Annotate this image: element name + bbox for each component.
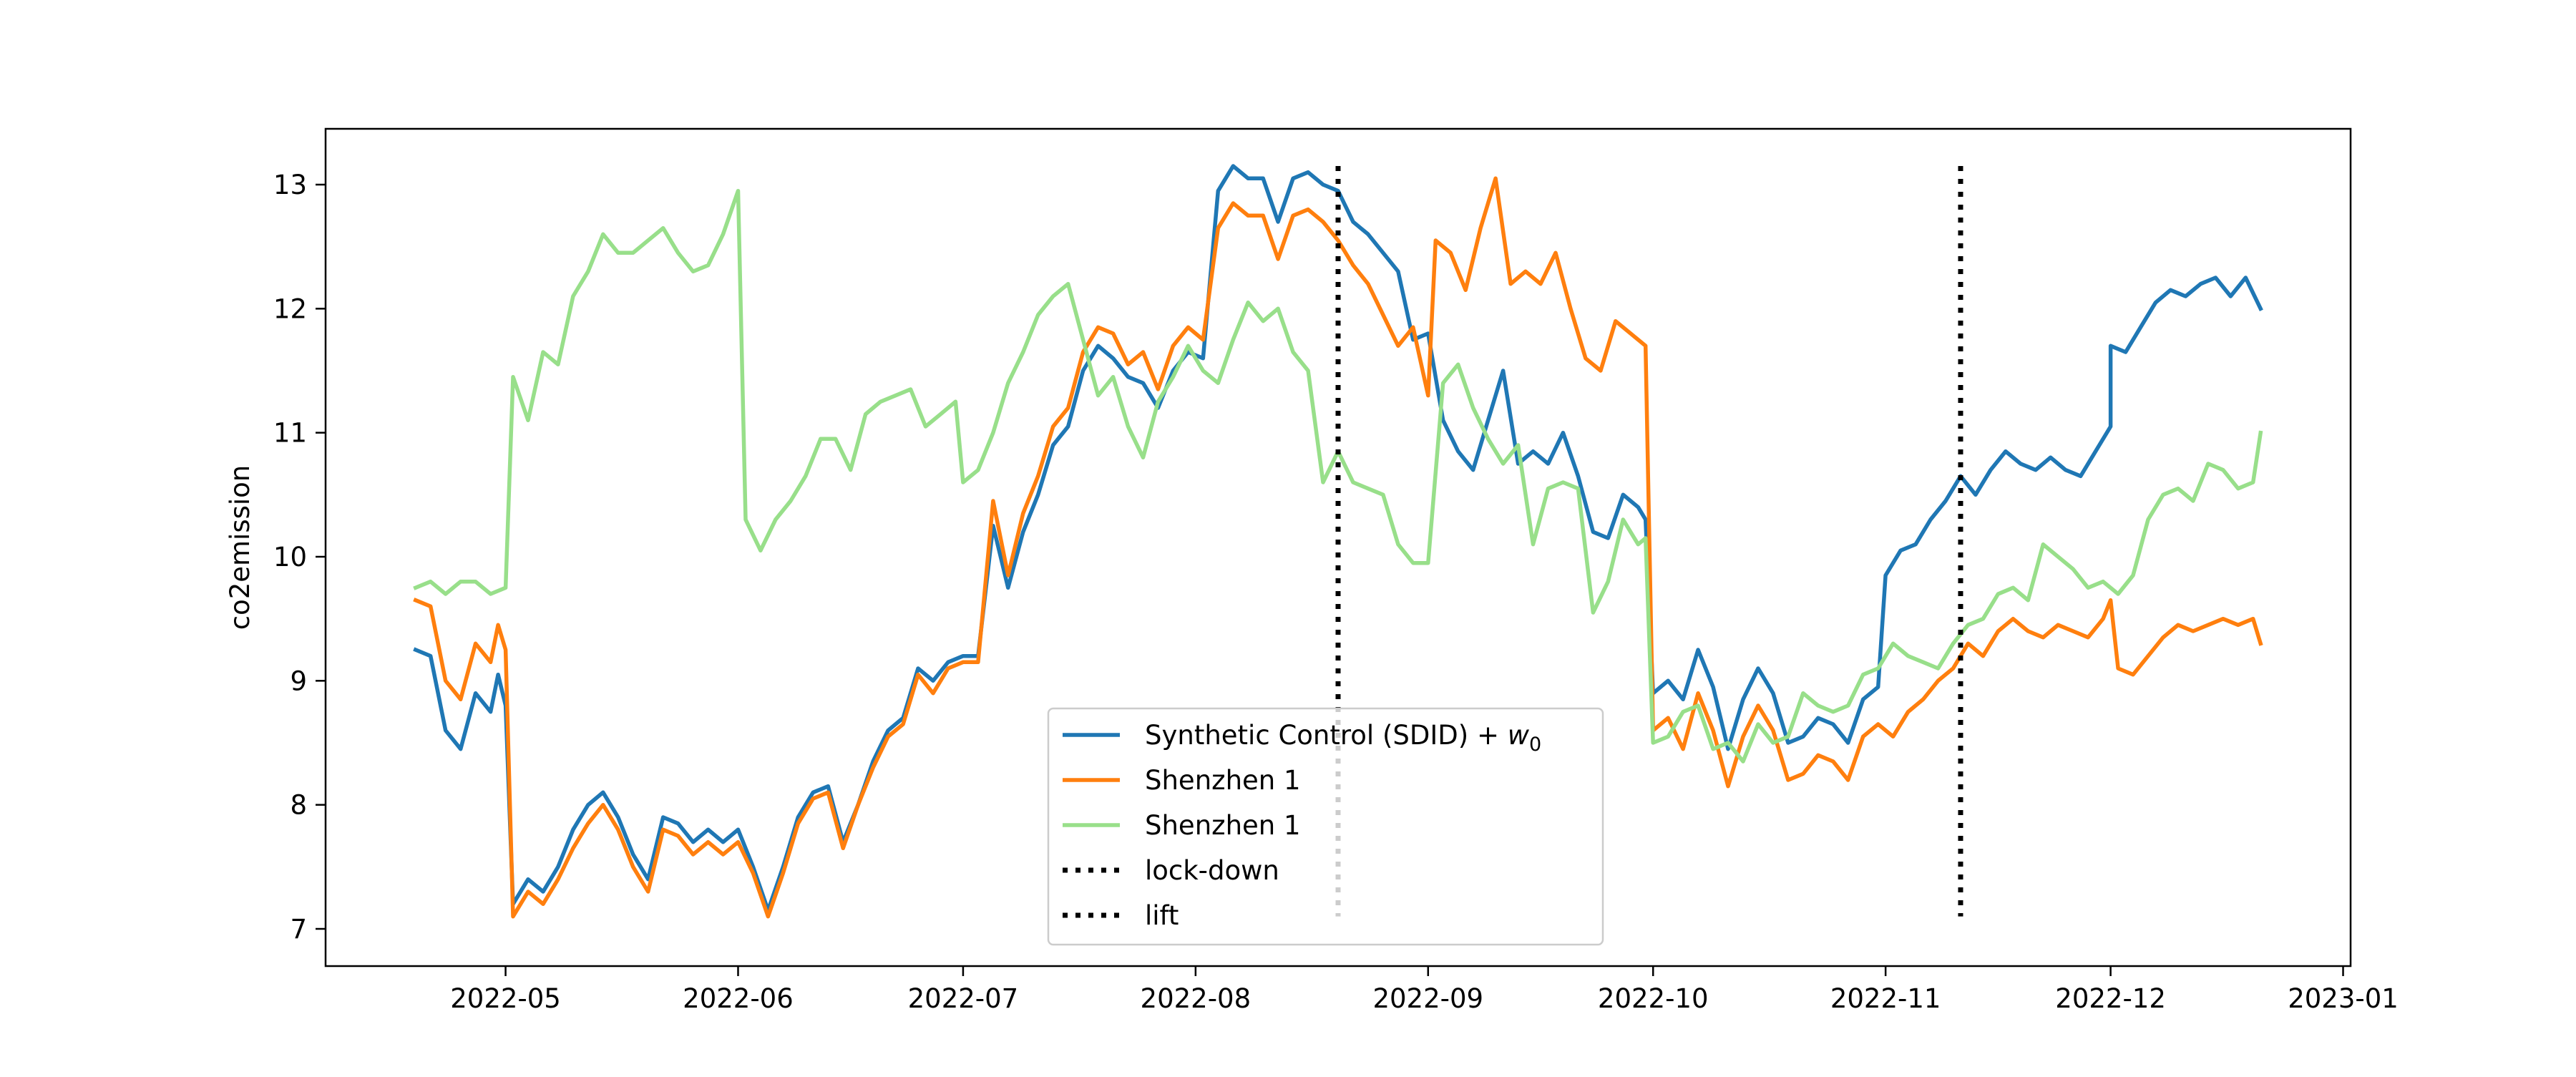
legend-label-text: Shenzhen 1 (1145, 765, 1301, 796)
x-tick-label: 2022-06 (683, 983, 794, 1014)
y-tick-label: 10 (273, 542, 307, 572)
legend-label-3: Shenzhen 1 (1145, 810, 1301, 841)
legend-label-4: lock-down (1145, 855, 1279, 886)
legend-label-text: Synthetic Control (SDID) + (1145, 720, 1508, 751)
legend: Synthetic Control (SDID) + w0 Shenzhen 1 S… (1047, 707, 1604, 946)
legend-label-text: lift (1145, 900, 1179, 931)
y-tick-label: 9 (290, 666, 307, 696)
x-tick-label: 2022-12 (2055, 983, 2166, 1014)
legend-box (1047, 707, 1604, 946)
vertical-lines-layer (1335, 166, 1963, 917)
x-tick-label: 2022-10 (1598, 983, 1709, 1014)
plot-frame (324, 127, 2352, 968)
legend-label-text: Shenzhen 1 (1145, 810, 1301, 841)
y-tick-label: 12 (273, 293, 307, 324)
y-tick-label: 7 (290, 914, 307, 945)
series-line-1 (413, 164, 2263, 912)
y-tick-label: 11 (273, 418, 307, 449)
x-tick-label: 2022-07 (908, 983, 1019, 1014)
y-axis-label: co2emission (225, 465, 255, 630)
legend-label-5: lift (1145, 900, 1179, 931)
x-tick-label: 2023-01 (2288, 983, 2399, 1014)
y-axis: 7 8 9 10 11 12 13 (273, 170, 326, 945)
series-line-2 (413, 176, 2263, 919)
x-tick-label: 2022-11 (1830, 983, 1941, 1014)
legend-label-text: lock-down (1145, 855, 1279, 886)
legend-label-math: w (1508, 720, 1530, 751)
y-tick-label: 13 (273, 170, 307, 200)
x-tick-label: 2022-05 (450, 983, 561, 1014)
legend-label-2: Shenzhen 1 (1145, 765, 1301, 796)
x-tick-label: 2022-08 (1141, 983, 1252, 1014)
legend-label-1: Synthetic Control (SDID) + w0 (1145, 720, 1541, 756)
y-tick-label: 8 (290, 790, 307, 821)
x-tick-label: 2022-09 (1372, 983, 1483, 1014)
x-axis: 2022-05 2022-06 2022-07 2022-08 2022-09 2022-… (450, 966, 2399, 1014)
legend-label-subscript: 0 (1529, 734, 1541, 756)
